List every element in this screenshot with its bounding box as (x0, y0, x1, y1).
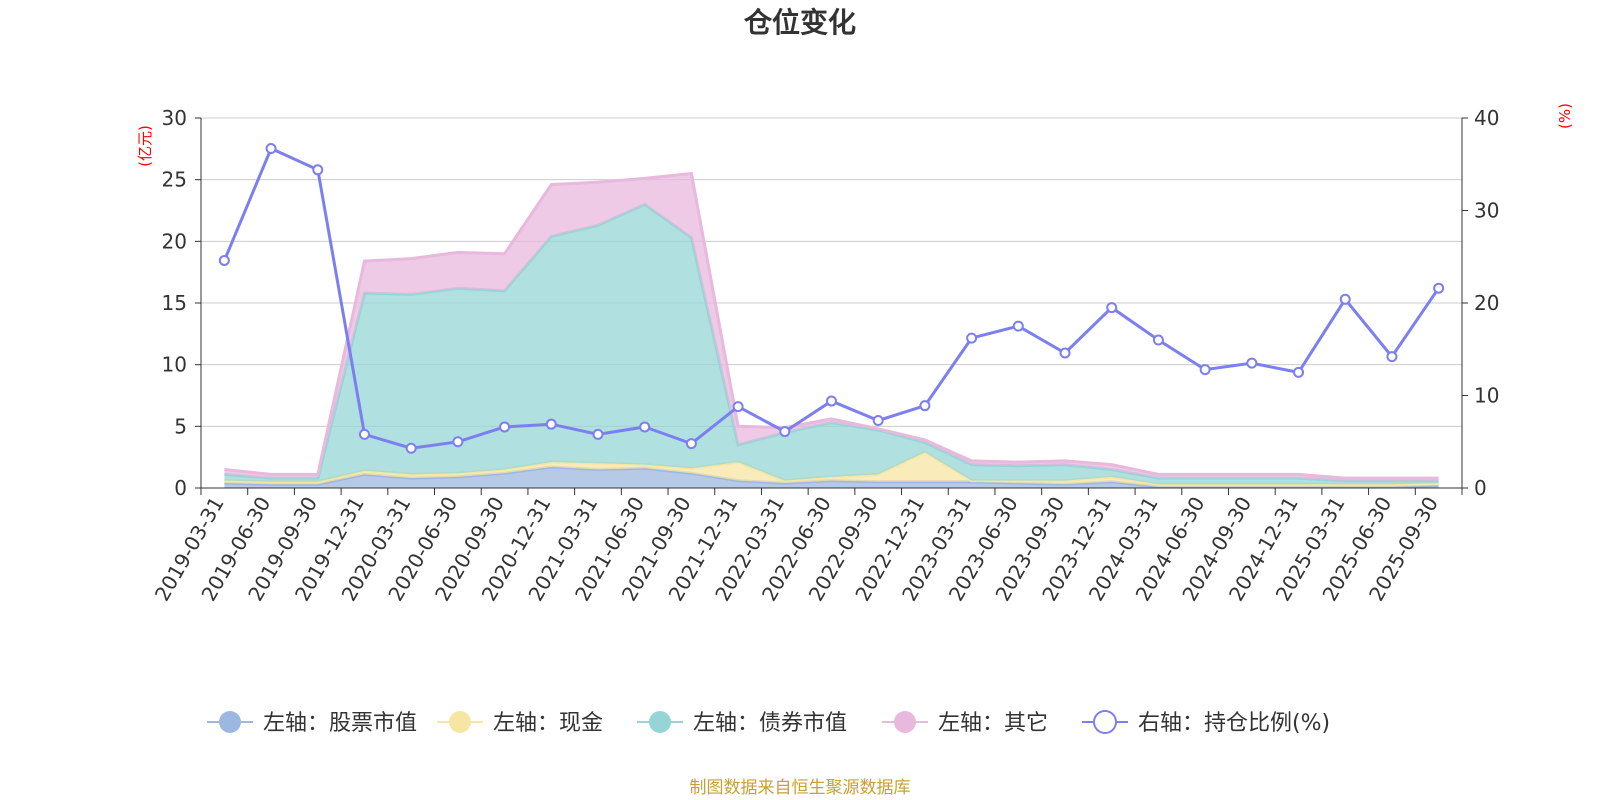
source-note: 制图数据来自恒生聚源数据库 (690, 778, 911, 798)
area-series-4 (224, 173, 1439, 481)
legend-label: 左轴：其它 (938, 711, 1048, 736)
ratio-point (1433, 282, 1445, 294)
left-tick-label: 0 (174, 476, 187, 500)
left-axis-unit: (亿元) (136, 125, 154, 167)
ratio-point (1012, 320, 1024, 332)
ratio-point (312, 164, 324, 176)
area-series (224, 171, 1439, 489)
legend-marker-icon (1093, 710, 1117, 734)
ratio-point (1059, 347, 1071, 359)
legend-item: 左轴：股票市值 (207, 711, 417, 736)
right-tick-label: 30 (1474, 199, 1499, 223)
legend-label: 右轴：持仓比例(%) (1138, 711, 1330, 736)
left-tick-label: 5 (174, 414, 187, 438)
ratio-point (919, 400, 931, 412)
line-series (218, 143, 1445, 454)
left-tick-label: 15 (162, 291, 187, 315)
chart-title: 仓位变化 (744, 6, 856, 39)
area-series-1 (224, 467, 1439, 488)
ratio-point (1106, 302, 1118, 314)
legend-label: 左轴：现金 (493, 711, 603, 736)
legend-label: 左轴：股票市值 (263, 711, 417, 736)
ratio-point (639, 421, 651, 433)
right-tick-label: 0 (1474, 476, 1487, 500)
area-edge-4 (224, 171, 1439, 480)
ratio-point (452, 436, 464, 448)
ratio-point (685, 438, 697, 450)
area-series-3 (224, 204, 1439, 485)
left-tick-label: 25 (162, 168, 187, 192)
legend-marker-icon (219, 711, 241, 733)
right-axis-unit: (%) (1556, 103, 1574, 129)
ratio-point (218, 254, 230, 266)
ratio-point (405, 442, 417, 454)
area-series-2 (224, 452, 1439, 487)
left-tick-label: 30 (162, 106, 187, 130)
legend-item: 右轴：持仓比例(%) (1082, 710, 1330, 736)
ratio-point (779, 426, 791, 438)
right-tick-label: 20 (1474, 291, 1499, 315)
legend-marker-icon (649, 711, 671, 733)
ratio-point (1152, 334, 1164, 346)
ratio-point (966, 332, 978, 344)
ratio-point (545, 418, 557, 430)
ratio-point (592, 428, 604, 440)
legend-marker-icon (894, 711, 916, 733)
legend: 左轴：股票市值 左轴：现金 左轴：债券市值 左轴：其它 右轴：持仓比例(%) (207, 710, 1330, 736)
legend-marker-icon (449, 711, 471, 733)
legend-item: 左轴：债券市值 (637, 711, 847, 736)
ratio-point (1199, 364, 1211, 376)
legend-item: 左轴：现金 (437, 711, 603, 736)
ratio-point (265, 143, 277, 155)
ratio-point (1246, 357, 1258, 369)
ratio-point (1339, 293, 1351, 305)
ratio-point (499, 421, 511, 433)
ratio-point (1386, 351, 1398, 363)
ratio-point (826, 395, 837, 407)
ratio-point (358, 428, 370, 440)
ratio-point (1293, 366, 1305, 378)
right-tick-label: 40 (1474, 106, 1499, 130)
right-tick-label: 10 (1474, 384, 1499, 408)
legend-item: 左轴：其它 (882, 711, 1048, 736)
legend-label: 左轴：债券市值 (693, 711, 847, 736)
ratio-point (732, 401, 744, 413)
ratio-point (872, 414, 884, 426)
left-tick-label: 10 (162, 353, 187, 377)
left-tick-label: 20 (162, 229, 187, 253)
